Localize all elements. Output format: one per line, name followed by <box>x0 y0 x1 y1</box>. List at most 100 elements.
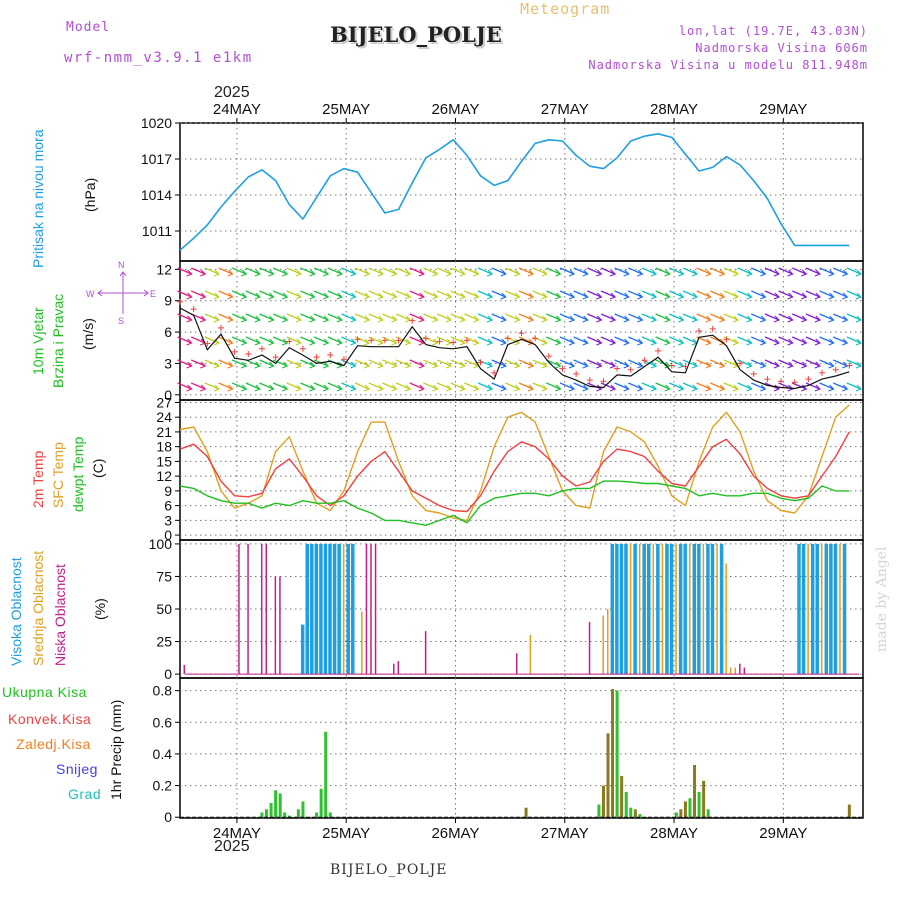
wind-arrowhead <box>336 338 343 346</box>
wind-arrow <box>423 313 438 321</box>
wind-gust-mark <box>627 366 634 373</box>
cloud-bar <box>374 543 377 675</box>
wind-arrowhead <box>828 315 835 323</box>
wind-arrowhead <box>459 315 466 323</box>
wind-arrow <box>546 290 561 298</box>
wind-arrow <box>573 336 588 344</box>
cloud-bar <box>839 543 841 675</box>
cloud-bar <box>833 543 838 675</box>
precip-bar <box>620 776 624 818</box>
wind-arrowhead <box>473 384 480 392</box>
wind-arrow <box>723 313 739 321</box>
wind-arrowhead <box>404 338 412 346</box>
precip-bar <box>693 765 697 818</box>
precip-bar <box>615 690 619 818</box>
wind-arrow <box>723 359 739 367</box>
wind-arrow <box>505 313 520 321</box>
cloud-bar <box>361 611 363 675</box>
wind-arrowhead <box>814 361 821 369</box>
wind-arrowhead <box>432 269 439 277</box>
wind-arrowhead <box>213 292 220 300</box>
wind-arrow <box>231 336 247 344</box>
wind-arrow <box>846 382 862 390</box>
x-day-label-bottom: 29MAY <box>759 825 807 842</box>
wind-arrowhead <box>377 338 384 346</box>
y-tick-label: 0 <box>164 809 172 825</box>
wind-arrow <box>682 382 698 390</box>
y-tick-label: 100 <box>149 536 173 552</box>
y-tick-label: 12 <box>156 468 172 484</box>
wind-arrowhead <box>391 269 398 277</box>
wind-arrowhead <box>350 338 357 346</box>
wind-arrowhead <box>828 338 835 346</box>
temp-2m-line <box>179 431 850 513</box>
wind-arrowhead <box>623 361 630 369</box>
wind-arrowhead <box>336 292 343 300</box>
wind-arrowhead <box>309 384 316 392</box>
legend-snow: Snijeg <box>56 761 98 777</box>
wind-arrow <box>313 267 329 275</box>
wind-arrow <box>491 313 506 321</box>
wind-arrowhead <box>418 315 425 323</box>
wind-arrowhead <box>760 338 767 346</box>
wind-arrow <box>395 359 411 367</box>
y-tick-label: 3 <box>164 355 172 371</box>
wind-arrow <box>382 290 397 298</box>
wind-arrowhead <box>773 315 781 323</box>
wind-arrow <box>341 313 356 321</box>
wind-arrowhead <box>746 315 753 323</box>
wind-arrow <box>177 382 192 390</box>
wind-arrow <box>778 336 793 344</box>
x-day-label-bottom: 27MAY <box>541 825 589 842</box>
wind-gust-mark <box>614 365 621 372</box>
wind-arrowhead <box>268 361 275 369</box>
wind-arrow <box>231 313 247 321</box>
wind-arrow <box>259 290 274 298</box>
wind-arrow <box>600 313 616 321</box>
wind-arrow <box>477 382 493 390</box>
wind-arrowhead <box>596 361 603 369</box>
wind-arrowhead <box>336 269 343 277</box>
y-tick-label: 25 <box>156 634 172 650</box>
y-tick-label: 1020 <box>141 115 172 131</box>
wind-arrowhead <box>760 315 767 323</box>
wind-arrowhead <box>527 338 535 346</box>
precip-bar <box>328 812 332 818</box>
wind-arrowhead <box>855 315 862 323</box>
wind-arrowhead <box>541 269 548 277</box>
wind-arrowhead <box>582 361 589 369</box>
wind-arrow <box>204 267 220 275</box>
wind-arrowhead <box>363 292 371 300</box>
cloud-bar <box>342 543 345 675</box>
cloud-bar <box>702 543 705 675</box>
precip-bar <box>260 812 264 818</box>
wind-arrowhead <box>582 269 589 277</box>
wind-arrowhead <box>268 292 275 300</box>
wind-arrowhead <box>541 384 548 392</box>
precip-bar <box>688 798 692 818</box>
wind-arrow <box>477 290 493 298</box>
wind-gust-mark <box>764 376 771 383</box>
cloud-bar <box>624 543 628 675</box>
wind-arrowhead <box>186 315 193 323</box>
wind-arrowhead <box>281 384 289 392</box>
cloud-bar <box>615 543 619 675</box>
wind-arrow <box>696 313 711 321</box>
wind-arrow <box>190 359 206 367</box>
wind-arrow <box>491 382 506 390</box>
wind-arrowhead <box>541 315 548 323</box>
wind-arrow <box>491 336 506 344</box>
wind-arrow <box>259 336 274 344</box>
wind-arrow <box>791 267 807 275</box>
wind-arrowhead <box>500 338 507 346</box>
wind-arrowhead <box>186 292 193 300</box>
wind-arrow <box>641 336 657 344</box>
wind-arrowhead <box>254 361 261 369</box>
wind-arrow <box>300 382 315 390</box>
wind-arrow <box>190 267 206 275</box>
wind-arrow <box>587 313 602 321</box>
wind-arrowhead <box>582 315 589 323</box>
wind-arrowhead <box>787 292 794 300</box>
wind-arrow <box>832 290 848 298</box>
cloud-bar <box>337 543 341 675</box>
